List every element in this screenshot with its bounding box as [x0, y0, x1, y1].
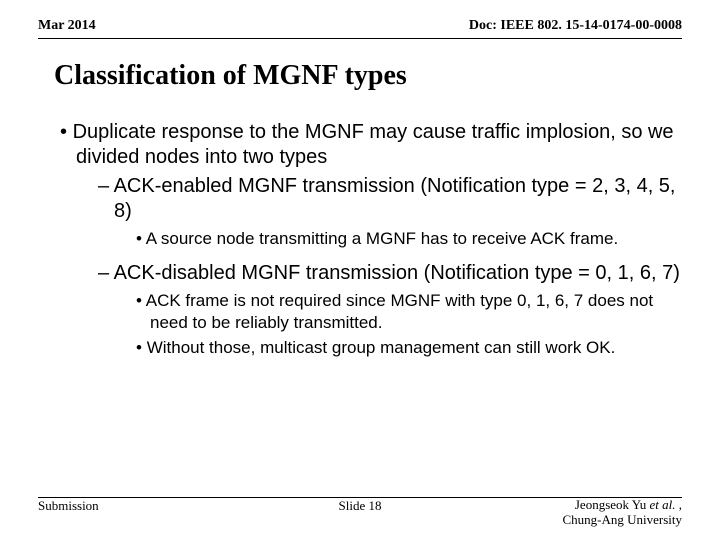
header-date: Mar 2014 [38, 18, 96, 34]
slide-title: Classification of MGNF types [54, 60, 407, 92]
slide-content: Duplicate response to the MGNF may cause… [54, 120, 680, 362]
bullet-level3: Without those, multicast group managemen… [150, 337, 680, 358]
bullet-level2: ACK-disabled MGNF transmission (Notifica… [114, 261, 680, 286]
bullet-level2: ACK-enabled MGNF transmission (Notificat… [114, 174, 680, 224]
bullet-level3: ACK frame is not required since MGNF wit… [150, 290, 680, 333]
footer-slide-number: Slide 18 [38, 498, 682, 514]
header-doc-id: Doc: IEEE 802. 15-14-0174-00-0008 [469, 18, 682, 34]
slide-header: Mar 2014 Doc: IEEE 802. 15-14-0174-00-00… [38, 18, 682, 36]
bullet-level3: A source node transmitting a MGNF has to… [150, 228, 680, 249]
header-rule [38, 38, 682, 39]
bullet-level1: Duplicate response to the MGNF may cause… [76, 120, 680, 170]
slide-footer: Submission Slide 18 Jeongseok Yu et al. … [38, 498, 682, 528]
